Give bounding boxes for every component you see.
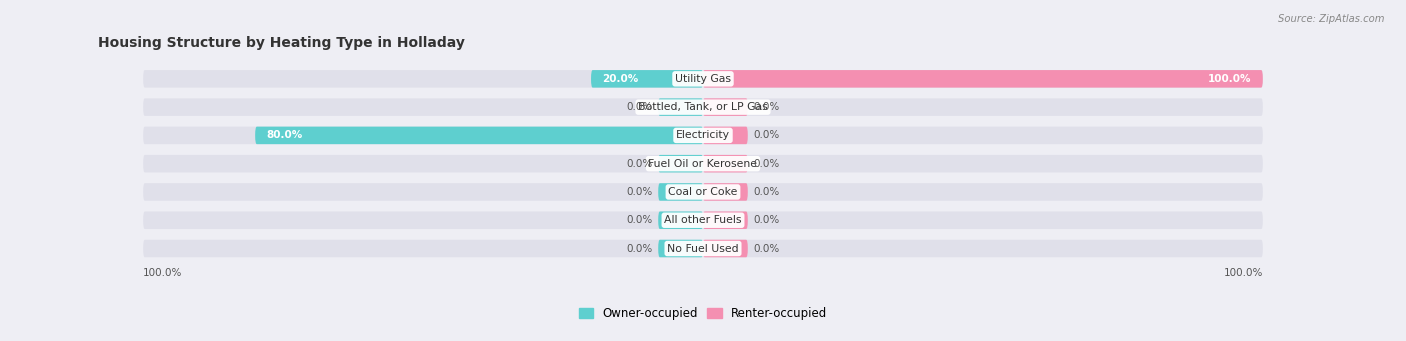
Text: Bottled, Tank, or LP Gas: Bottled, Tank, or LP Gas [638, 102, 768, 112]
Text: Source: ZipAtlas.com: Source: ZipAtlas.com [1278, 14, 1385, 24]
FancyBboxPatch shape [703, 127, 748, 144]
FancyBboxPatch shape [703, 98, 748, 116]
Text: Electricity: Electricity [676, 130, 730, 140]
FancyBboxPatch shape [703, 183, 748, 201]
FancyBboxPatch shape [591, 70, 703, 88]
FancyBboxPatch shape [658, 155, 703, 173]
FancyBboxPatch shape [658, 183, 703, 201]
FancyBboxPatch shape [143, 127, 1263, 144]
FancyBboxPatch shape [658, 211, 703, 229]
FancyBboxPatch shape [143, 211, 1263, 229]
Text: Coal or Coke: Coal or Coke [668, 187, 738, 197]
Text: 0.0%: 0.0% [754, 215, 780, 225]
FancyBboxPatch shape [143, 183, 1263, 201]
Text: 20.0%: 20.0% [602, 74, 638, 84]
FancyBboxPatch shape [143, 70, 1263, 88]
FancyBboxPatch shape [658, 240, 703, 257]
Text: 0.0%: 0.0% [754, 243, 780, 253]
Text: Fuel Oil or Kerosene: Fuel Oil or Kerosene [648, 159, 758, 169]
FancyBboxPatch shape [143, 98, 1263, 116]
Text: 0.0%: 0.0% [754, 159, 780, 169]
FancyBboxPatch shape [703, 240, 748, 257]
Text: Utility Gas: Utility Gas [675, 74, 731, 84]
Text: 0.0%: 0.0% [626, 187, 652, 197]
FancyBboxPatch shape [658, 98, 703, 116]
Text: 0.0%: 0.0% [754, 130, 780, 140]
Text: 0.0%: 0.0% [626, 215, 652, 225]
Text: 0.0%: 0.0% [626, 102, 652, 112]
Text: 0.0%: 0.0% [754, 102, 780, 112]
FancyBboxPatch shape [254, 127, 703, 144]
Text: All other Fuels: All other Fuels [664, 215, 742, 225]
Text: 100.0%: 100.0% [143, 268, 183, 278]
Text: No Fuel Used: No Fuel Used [668, 243, 738, 253]
Text: 0.0%: 0.0% [754, 187, 780, 197]
Text: 80.0%: 80.0% [266, 130, 302, 140]
FancyBboxPatch shape [143, 240, 1263, 257]
Text: Housing Structure by Heating Type in Holladay: Housing Structure by Heating Type in Hol… [98, 36, 465, 50]
Text: 100.0%: 100.0% [1208, 74, 1251, 84]
Text: 0.0%: 0.0% [626, 159, 652, 169]
Legend: Owner-occupied, Renter-occupied: Owner-occupied, Renter-occupied [574, 302, 832, 325]
FancyBboxPatch shape [703, 155, 748, 173]
FancyBboxPatch shape [703, 211, 748, 229]
FancyBboxPatch shape [703, 70, 1263, 88]
FancyBboxPatch shape [143, 155, 1263, 173]
Text: 100.0%: 100.0% [1223, 268, 1263, 278]
Text: 0.0%: 0.0% [626, 243, 652, 253]
